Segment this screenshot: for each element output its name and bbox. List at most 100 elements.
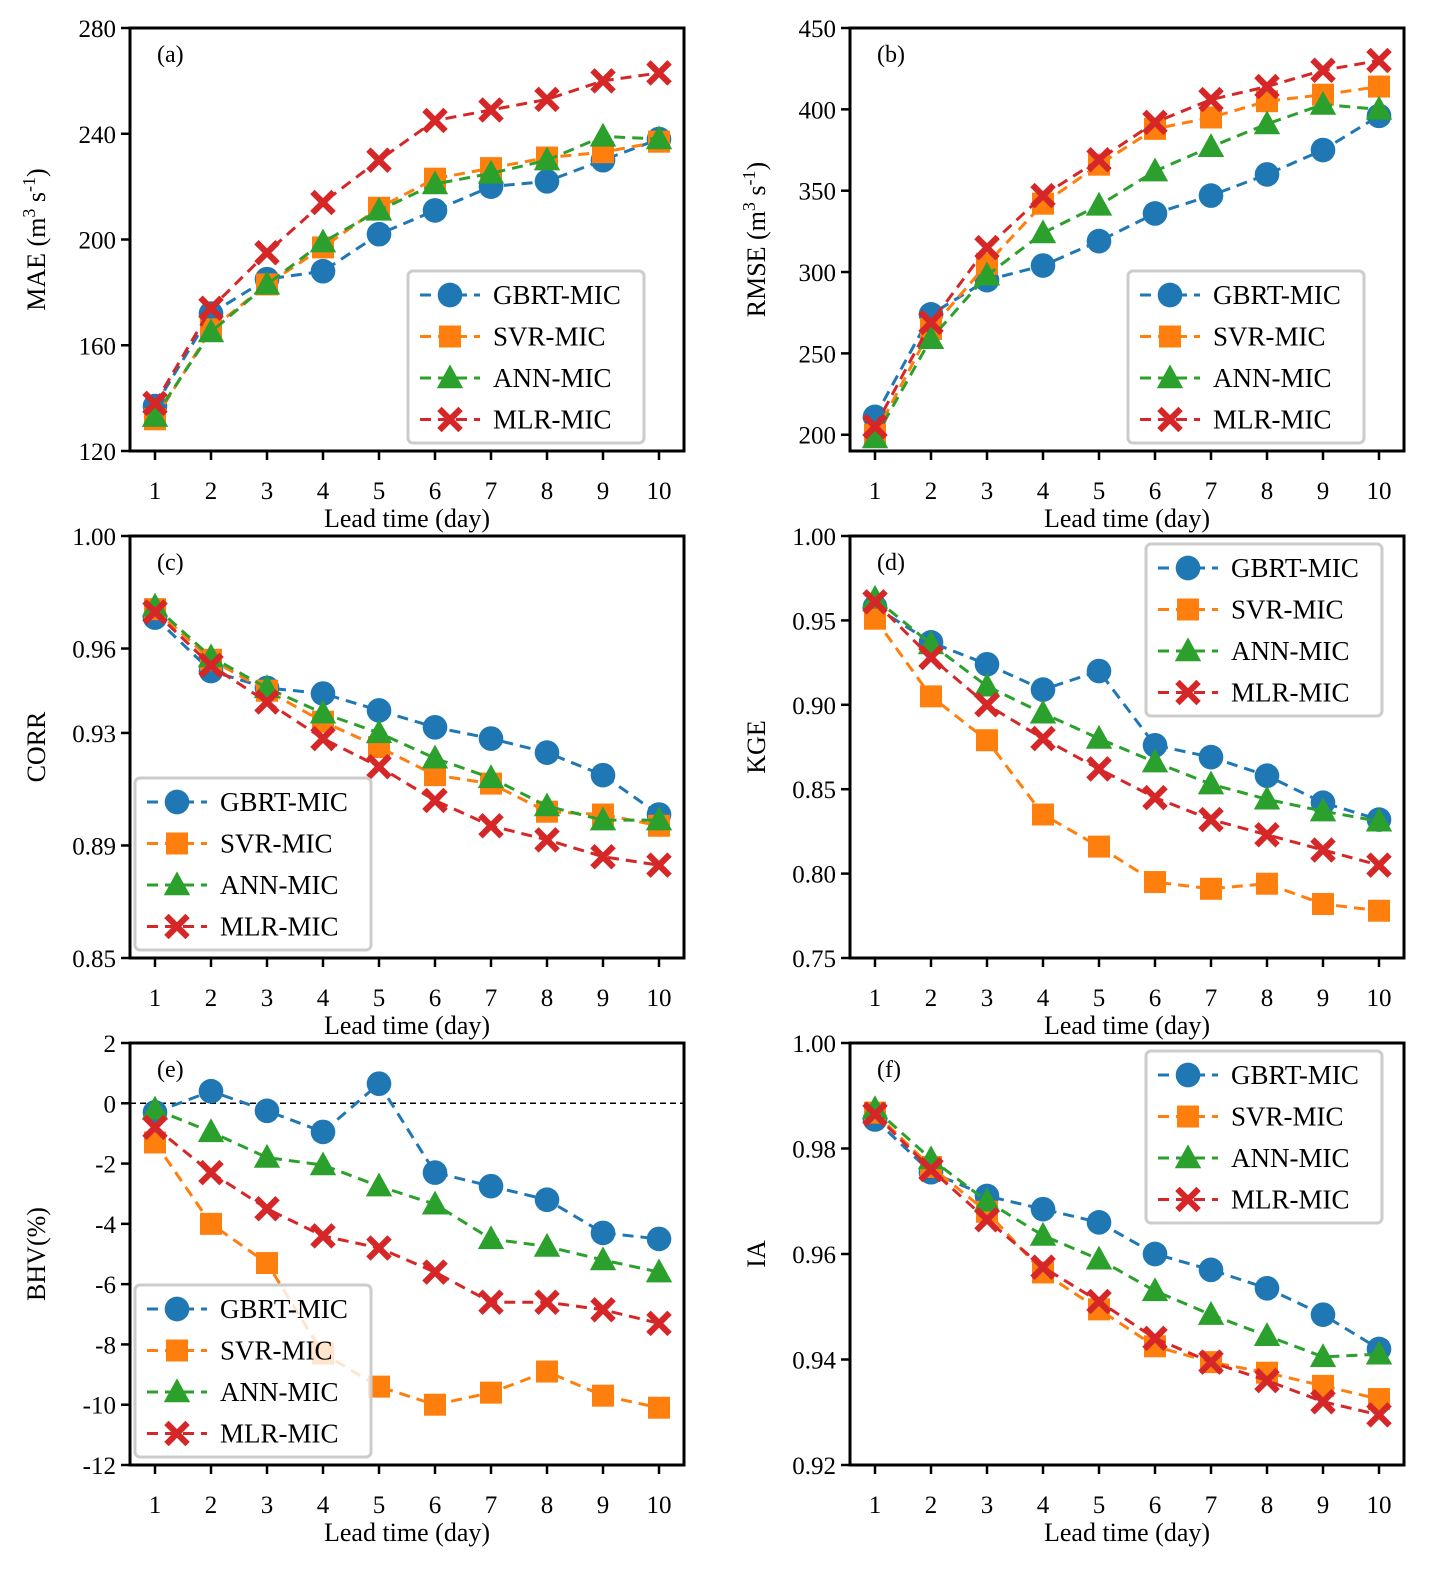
data-point: [478, 1289, 504, 1315]
data-point: [365, 719, 393, 744]
data-point: [1254, 763, 1280, 789]
data-point: [918, 309, 944, 336]
data-point: [1368, 1388, 1390, 1411]
series-line: [874, 605, 1380, 822]
y-axis-label-superscript: 3: [19, 209, 39, 218]
legend: GBRT-MIC SVR-MIC ANN-MIC MLR-MIC: [406, 269, 646, 445]
x-tick-label: 5: [1093, 985, 1106, 1012]
legend-entry: SVR-MIC: [147, 829, 333, 859]
data-point: [1365, 807, 1393, 832]
legend-entry: GBRT-MIC: [1140, 280, 1341, 310]
data-point: [534, 1289, 560, 1315]
data-point: [309, 1151, 337, 1176]
x-tick-label: 6: [1149, 1492, 1162, 1519]
data-point: [141, 592, 169, 617]
legend-marker-x-filled-icon: [164, 913, 190, 940]
panel-label: (d): [877, 550, 905, 576]
data-point: [918, 1156, 944, 1183]
data-point: [1030, 725, 1056, 752]
y-tick-label: -12: [83, 1453, 116, 1480]
data-point: [1366, 1402, 1392, 1428]
x-tick-label: 4: [1037, 478, 1050, 505]
data-point: [590, 68, 616, 94]
y-tick-label: 0.80: [792, 862, 836, 889]
y-tick-label: -8: [95, 1332, 116, 1359]
data-point: [200, 1212, 222, 1235]
data-point: [589, 1246, 617, 1271]
data-point: [480, 1381, 502, 1404]
x-tick-label: 9: [1317, 1492, 1330, 1519]
series-line: [154, 1107, 660, 1274]
data-point: [141, 402, 169, 427]
data-point: [424, 764, 446, 787]
data-point: [1254, 1275, 1280, 1301]
legend: GBRT-MIC SVR-MIC ANN-MIC MLR-MIC: [133, 776, 373, 952]
data-point: [646, 1310, 672, 1337]
x-tick-label: 1: [149, 985, 162, 1012]
x-tick-label: 1: [869, 985, 882, 1012]
data-point: [310, 189, 336, 216]
legend-frame: [1126, 269, 1366, 445]
y-tick-label: 200: [799, 423, 837, 450]
data-point: [197, 318, 225, 343]
data-point: [646, 852, 672, 878]
x-tick-label: 10: [1367, 478, 1392, 505]
data-point: [1085, 724, 1113, 749]
legend-marker-circle-icon: [164, 789, 190, 815]
data-point: [1086, 1210, 1112, 1235]
data-point: [366, 1235, 392, 1261]
panel-label: (a): [157, 42, 184, 68]
series-line: [153, 140, 660, 421]
data-point: [1254, 73, 1280, 100]
x-tick-label: 4: [1037, 1492, 1050, 1519]
legend-label: MLR-MIC: [1231, 678, 1350, 708]
data-point: [1144, 871, 1166, 894]
data-point: [590, 762, 616, 788]
series-line: [873, 1111, 1380, 1401]
panel-e: -12 -10 -8 -6 -4 -2 0 2 1 2 3 4 5 6 7 8 9 10 Lead time (da…: [22, 1031, 686, 1547]
data-point: [478, 726, 504, 751]
data-point: [366, 147, 392, 173]
data-point: [1198, 1349, 1224, 1375]
data-point: [1032, 803, 1054, 826]
data-point: [1253, 1322, 1281, 1346]
x-axis-label: Lead time (day): [1044, 504, 1210, 533]
data-point: [976, 729, 998, 752]
data-point: [142, 390, 168, 417]
legend-entry: ANN-MIC: [1158, 1143, 1350, 1173]
legend-marker-triangle-icon: [163, 871, 191, 896]
series-line: [153, 616, 660, 816]
panel-b: 200 250 300 350 400 450 1 2 3 4 5 6 7 8 9 10 Lead time (…: [739, 16, 1406, 533]
data-point: [862, 1101, 888, 1127]
y-tick-label: 0.75: [792, 946, 836, 973]
y-axis-label-superscript: 3: [739, 202, 759, 211]
data-point: [422, 787, 448, 814]
legend-entry: SVR-MIC: [1158, 595, 1344, 625]
x-tick-label: 7: [1205, 1492, 1218, 1519]
data-point: [366, 221, 392, 247]
series-ann-mic: [141, 1095, 673, 1283]
data-point: [533, 792, 561, 817]
legend-label: MLR-MIC: [1213, 405, 1332, 435]
data-point: [1310, 1302, 1336, 1327]
panel-d: 0.75 0.80 0.85 0.90 0.95 1.00 1 2 3 4 5 6 7 8 9 10 Lead …: [742, 524, 1406, 1040]
data-point: [310, 681, 336, 706]
x-tick-label: 4: [317, 1492, 330, 1519]
data-point: [310, 1119, 336, 1145]
legend-label: SVR-MIC: [220, 1336, 333, 1366]
data-point: [421, 1190, 449, 1215]
legend-marker-triangle-icon: [1174, 1144, 1202, 1169]
data-point: [646, 1226, 672, 1252]
series-mlr-mic: [862, 589, 1392, 878]
data-point: [536, 1360, 558, 1383]
data-point: [422, 198, 448, 223]
x-tick-label: 6: [429, 478, 442, 505]
data-point: [1141, 1277, 1169, 1302]
series-ann-mic: [141, 122, 673, 427]
legend-frame: [1144, 1049, 1384, 1225]
data-point: [254, 689, 280, 715]
y-tick-label: 280: [79, 16, 117, 43]
data-point: [1254, 162, 1280, 187]
series-line: [873, 85, 1380, 436]
y-tick-label: 0.98: [792, 1137, 836, 1164]
